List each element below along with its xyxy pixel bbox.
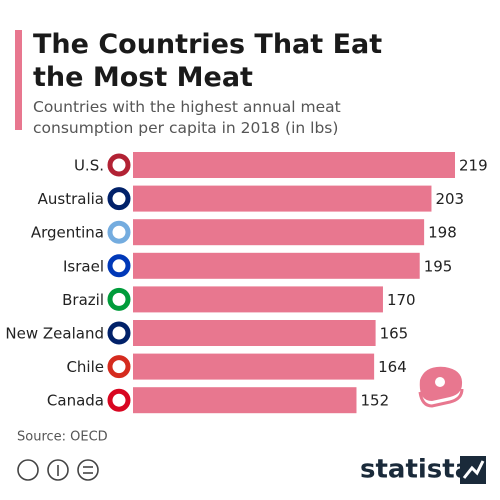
value-label: 170 [387,291,416,309]
category-label: Brazil [62,291,104,309]
bar [133,320,376,346]
flag [107,153,131,177]
bar [133,353,375,380]
chart-subtitle: Countries with the highest annual meat c… [33,98,341,137]
flag [107,287,131,311]
chart-title: The Countries That Eat the Most Meat [33,29,383,93]
category-label: U.S. [74,157,104,175]
bar [133,152,455,178]
value-label: 165 [380,325,409,343]
accent-bar [15,30,22,130]
category-label: Chile [66,358,104,376]
flag [107,187,131,211]
bar [133,185,432,212]
value-label: 203 [435,190,464,208]
category-label: Israel [63,257,104,275]
value-label: 219 [459,157,488,175]
category-label: New Zealand [5,325,104,343]
bar [133,286,383,313]
source: Source: OECD [17,430,108,445]
value-label: 164 [378,358,407,376]
meat-icon [418,366,464,408]
category-label: Australia [38,190,104,208]
value-label: 195 [424,257,453,275]
brand-logo [460,456,486,484]
brand: statista [360,455,472,485]
flag [107,388,131,412]
flag [107,321,131,345]
category-label: Argentina [31,224,104,242]
bar [133,387,357,414]
license-icons [17,459,99,481]
bar [133,219,425,246]
value-label: 198 [428,224,457,242]
category-label: Canada [47,392,104,410]
flag [107,355,131,379]
value-label: 152 [360,392,389,410]
flag [107,254,131,278]
bar [133,252,420,279]
flag [107,220,131,244]
